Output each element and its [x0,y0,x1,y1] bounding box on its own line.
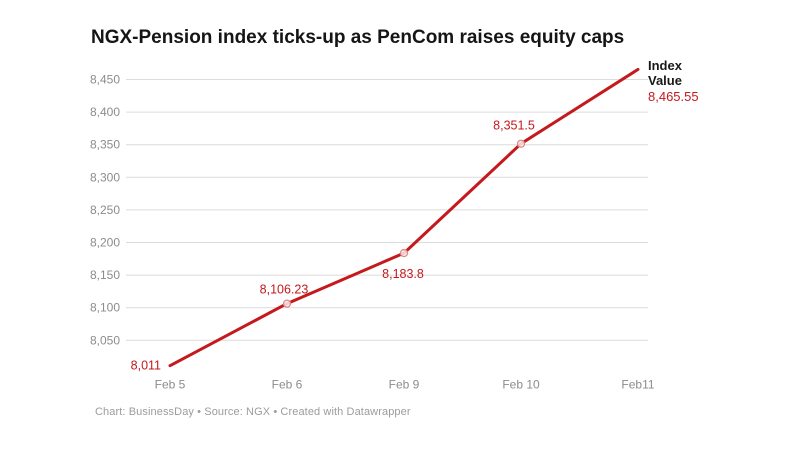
data-point-label: 8,183.8 [382,267,424,281]
y-tick-label: 8,250 [90,203,120,217]
y-tick-label: 8,200 [90,236,120,250]
data-point-markers [282,139,526,308]
y-axis-labels: 8,450 8,400 8,350 8,300 8,250 8,200 8,150 8,100… [90,73,120,348]
data-point-labels: 8,011 8,106.23 8,183.8 8,351.5 [131,119,535,373]
y-tick-label: 8,150 [90,268,120,282]
gridlines [126,79,648,341]
chart-title: NGX-Pension index ticks-up as PenCom rai… [91,27,625,48]
legend-label-line2: Value [648,73,682,88]
series-legend: Index Value 8,465.55 [648,58,699,104]
attribution: Chart: BusinessDay • Source: NGX • Creat… [95,406,411,418]
legend-label-line1: Index [648,58,682,73]
y-tick-label: 8,050 [90,333,120,347]
x-tick-label: Feb 9 [389,378,420,392]
y-tick-label: 8,400 [90,105,120,119]
data-point-label: 8,106.23 [260,283,309,297]
x-axis-labels: Feb 5 Feb 6 Feb 9 Feb 10 Feb11 [155,378,655,392]
data-point-label: 8,011 [131,359,161,373]
legend-value: 8,465.55 [648,89,699,104]
x-tick-label: Feb 6 [272,378,303,392]
data-point [282,299,292,308]
series-line [168,67,640,368]
y-tick-label: 8,300 [90,170,120,184]
data-point [516,139,526,148]
x-tick-label: Feb 5 [155,378,186,392]
y-tick-label: 8,450 [90,73,120,87]
y-tick-label: 8,350 [90,138,120,152]
data-point-label: 8,351.5 [493,119,535,133]
x-tick-label: Feb11 [621,378,654,392]
data-point [399,248,409,258]
x-tick-label: Feb 10 [502,378,540,392]
y-tick-label: 8,100 [90,301,120,315]
